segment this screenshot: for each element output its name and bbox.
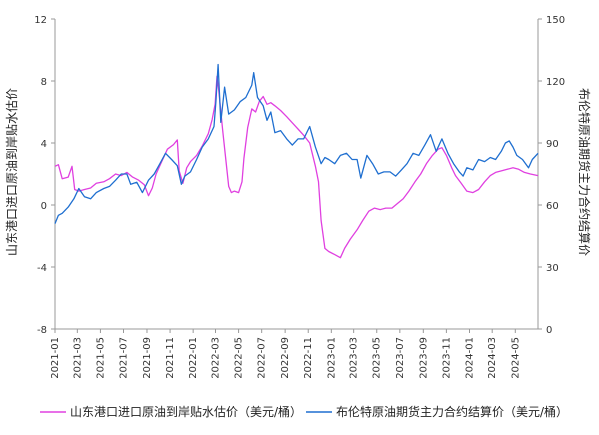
x-tick-label: 2021-11	[165, 337, 176, 379]
left-tick-label: -8	[37, 325, 47, 336]
series-layer	[54, 63, 539, 259]
x-tick-label: 2022-05	[234, 337, 245, 379]
left-tick-label: 4	[41, 139, 47, 150]
x-tick-label: 2022-01	[188, 337, 199, 379]
left-tick-label: 0	[41, 201, 47, 212]
left-axis-title: 山东港口进口原油到岸贴水估价	[5, 88, 19, 256]
right-tick-label: 60	[546, 201, 559, 212]
right-tick-label: 90	[546, 139, 559, 150]
left-tick-label: -4	[37, 263, 47, 274]
x-tick-label: 2022-03	[210, 337, 221, 379]
right-tick-label: 30	[546, 263, 559, 274]
x-tick-label: 2024-05	[510, 337, 521, 379]
x-tick-label: 2023-01	[326, 337, 337, 379]
right-tick-label: 150	[546, 15, 565, 26]
x-tick-label: 2021-05	[95, 337, 106, 379]
x-tick-label: 2024-01	[464, 337, 475, 379]
x-tick-label: 2022-09	[280, 337, 291, 379]
x-tick-label: 2022-07	[257, 337, 268, 379]
left-tick-label: 8	[41, 77, 47, 88]
x-tick-label: 2021-07	[119, 337, 130, 379]
right-tick-label: 120	[546, 77, 565, 88]
x-tick-label: 2021-01	[50, 337, 61, 379]
x-tick-label: 2023-09	[418, 337, 429, 379]
right-tick-label: 0	[546, 325, 552, 336]
series-line-1	[54, 63, 539, 224]
x-tick-label: 2022-11	[303, 337, 314, 379]
series-line-0	[54, 75, 539, 259]
x-tick-label: 2023-03	[349, 337, 360, 379]
legend-label-series-0: 山东港口进口原油到岸贴水估价（美元/桶）	[70, 404, 302, 419]
x-tick-label: 2021-09	[142, 337, 153, 379]
x-tick-label: 2023-05	[372, 337, 383, 379]
legend-label-series-1: 布伦特原油期货主力合约结算价（美元/桶）	[336, 404, 568, 419]
right-axis-title: 布伦特原油期货主力合约结算价	[577, 88, 592, 256]
x-tick-label: 2023-07	[395, 337, 406, 379]
legend: 山东港口进口原油到岸贴水估价（美元/桶） 布伦特原油期货主力合约结算价（美元/桶…	[40, 404, 568, 419]
left-tick-label: 12	[34, 15, 47, 26]
x-tick-label: 2024-03	[487, 337, 498, 379]
x-tick-label: 2023-11	[441, 337, 452, 379]
x-tick-label: 2021-03	[72, 337, 83, 379]
